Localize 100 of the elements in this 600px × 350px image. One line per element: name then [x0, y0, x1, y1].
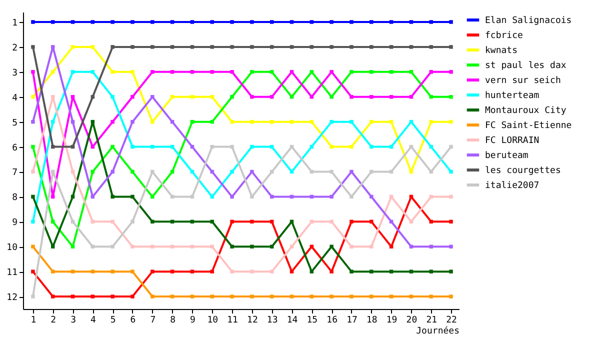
point: [170, 294, 174, 298]
point: [110, 120, 114, 124]
point: [270, 294, 274, 298]
point: [110, 244, 114, 248]
point: [270, 270, 274, 274]
x-tick-label: 18: [366, 316, 378, 326]
point: [170, 45, 174, 49]
point: [90, 45, 95, 49]
point: [250, 120, 254, 124]
point: [110, 170, 114, 174]
point: [70, 294, 75, 298]
point: [250, 294, 254, 298]
point: [210, 70, 214, 74]
point: [130, 294, 134, 298]
point: [70, 20, 75, 24]
point: [310, 20, 314, 24]
point: [31, 294, 35, 298]
point: [449, 45, 453, 49]
x-tick-label: 12: [247, 316, 258, 326]
point: [150, 120, 154, 124]
point: [370, 220, 374, 224]
point: [250, 70, 254, 74]
point: [50, 20, 55, 24]
point: [31, 144, 35, 149]
x-tick-label: 13: [266, 316, 278, 326]
point: [31, 170, 35, 174]
y-tick-label: 1: [12, 18, 18, 28]
x-tick-label: 4: [90, 316, 96, 326]
point: [130, 94, 134, 99]
point: [110, 144, 114, 149]
point: [350, 45, 354, 49]
point: [290, 70, 294, 74]
point: [50, 244, 55, 248]
point: [150, 270, 154, 274]
y-tick-label: 12: [6, 293, 18, 304]
point: [350, 144, 354, 149]
point: [150, 294, 154, 298]
y-tick-label: 10: [6, 243, 18, 254]
point: [70, 70, 75, 74]
point: [190, 45, 194, 49]
point: [350, 194, 354, 199]
legend-label: fcbrice: [485, 31, 523, 41]
x-tick-label: 17: [346, 316, 358, 326]
point: [409, 270, 414, 274]
point: [50, 294, 55, 298]
point: [250, 20, 254, 24]
point: [70, 270, 75, 274]
point: [230, 220, 234, 224]
point: [31, 120, 35, 124]
point: [270, 70, 274, 74]
point: [330, 294, 334, 298]
point: [210, 20, 214, 24]
point: [90, 294, 95, 298]
point: [350, 220, 354, 224]
point: [330, 194, 334, 199]
point: [90, 270, 95, 274]
point: [230, 294, 234, 298]
point: [130, 220, 134, 224]
y-tick-label: 3: [12, 68, 18, 78]
point: [110, 45, 114, 49]
point: [130, 270, 134, 274]
point: [310, 244, 314, 248]
x-tick-label: 19: [386, 316, 398, 326]
point: [409, 20, 414, 24]
y-tick-label: 11: [6, 268, 18, 278]
point: [50, 70, 55, 74]
point: [409, 244, 414, 248]
point: [31, 45, 35, 49]
point: [270, 20, 274, 24]
point: [130, 70, 134, 74]
point: [370, 294, 374, 298]
point: [230, 70, 234, 74]
x-tick-label: 6: [130, 316, 136, 326]
point: [130, 170, 134, 174]
point: [290, 294, 294, 298]
point: [449, 244, 453, 248]
x-tick-label: 14: [286, 316, 298, 326]
point: [31, 20, 35, 24]
point: [250, 144, 254, 149]
point: [230, 270, 234, 274]
point: [130, 120, 134, 124]
point: [310, 70, 314, 74]
point: [150, 45, 154, 49]
point: [210, 45, 214, 49]
legend-label: Elan Salignacois: [485, 16, 572, 26]
y-tick-label: 6: [12, 143, 18, 154]
point: [429, 45, 433, 49]
x-tick-label: 3: [70, 316, 76, 326]
legend-label: les courgettes: [485, 166, 561, 176]
point: [250, 194, 254, 199]
point: [350, 20, 354, 24]
point: [370, 244, 374, 248]
point: [370, 270, 374, 274]
point: [210, 294, 214, 298]
x-tick-label: 16: [326, 316, 338, 326]
legend-label: vern sur seich: [485, 76, 561, 86]
point: [190, 244, 194, 248]
point: [310, 270, 314, 274]
point: [449, 120, 453, 124]
x-tick-label: 8: [170, 316, 176, 326]
